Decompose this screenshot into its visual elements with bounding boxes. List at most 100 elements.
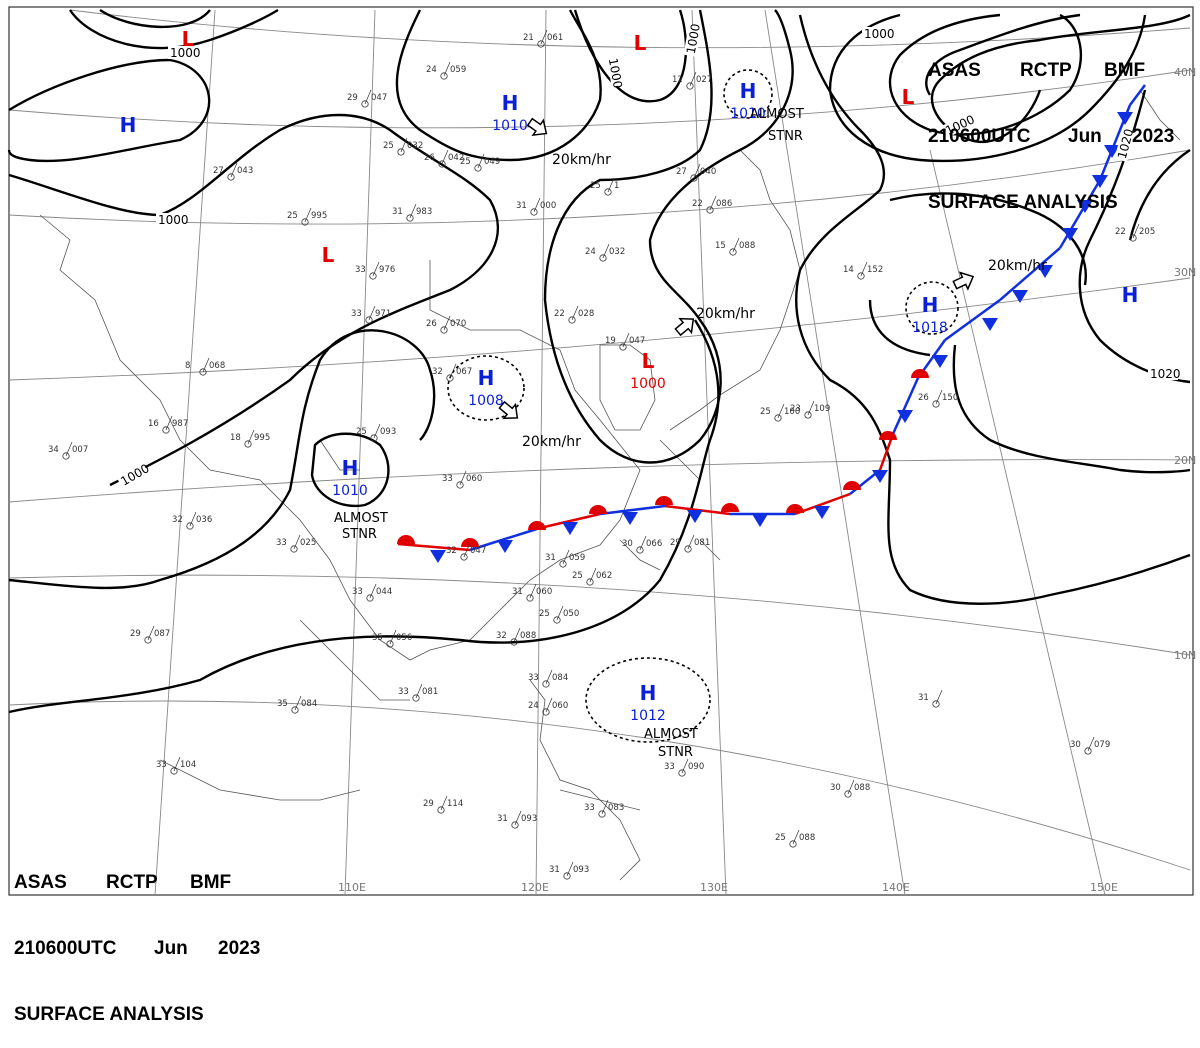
- title-month: Jun: [1068, 126, 1102, 147]
- wind-barb-icon: [415, 683, 423, 699]
- station-temperature: 33: [528, 673, 539, 683]
- station-plot: 26 070: [426, 315, 466, 334]
- station-temperature: 31: [549, 865, 560, 875]
- low-pressure-system: L: [182, 27, 195, 51]
- wind-barb-icon: [533, 197, 541, 213]
- station-circle-icon: [511, 821, 519, 829]
- station-circle-icon: [684, 545, 692, 553]
- station-circle-icon: [397, 148, 405, 156]
- wind-barb-icon: [639, 535, 647, 551]
- station-circle-icon: [563, 872, 571, 880]
- graticule-meridians: [154, 9, 1106, 896]
- station-circle-icon: [291, 706, 299, 714]
- station-pressure: 104: [180, 760, 196, 770]
- station-temperature: 33: [398, 687, 409, 697]
- motion-speed-label: 20km/hr: [522, 434, 581, 450]
- station-temperature: 35: [277, 699, 288, 709]
- station-plot: 24 059: [426, 61, 466, 80]
- high-pressure-symbol: H: [342, 456, 359, 480]
- station-plot: 33 083: [584, 799, 624, 818]
- station-circle-icon: [542, 708, 550, 716]
- isobar: [8, 113, 500, 487]
- station-temperature: 27: [676, 167, 687, 177]
- coastlines: [39, 89, 1181, 881]
- station-circle-icon: [170, 767, 178, 775]
- cold-front-mark: [1104, 145, 1120, 158]
- station-pressure: 100: [784, 407, 800, 417]
- station-circle-icon: [144, 636, 152, 644]
- high-pressure-symbol: H: [640, 681, 657, 705]
- station-plot: 32 088: [496, 627, 536, 646]
- station-circle-icon: [510, 638, 518, 646]
- station-circle-icon: [460, 553, 468, 561]
- station-pressure: 042: [448, 153, 464, 163]
- wind-barb-icon: [1132, 223, 1140, 239]
- station-circle-icon: [932, 400, 940, 408]
- motion-speed-label: 20km/hr: [552, 152, 611, 168]
- station-pressure: 976: [379, 265, 395, 275]
- wind-barb-icon: [935, 389, 943, 405]
- latitude-label: 20N: [1174, 454, 1196, 467]
- low-pressure-symbol: L: [642, 349, 655, 373]
- wind-barb-icon: [687, 534, 695, 550]
- latitude-label: 30N: [1174, 266, 1196, 279]
- station-temperature: 30: [830, 783, 841, 793]
- station-circle-icon: [568, 316, 576, 324]
- wind-barb-icon: [230, 162, 238, 178]
- warm-front-mark: [721, 503, 739, 512]
- station-circle-icon: [686, 82, 694, 90]
- station-pressure: 060: [552, 701, 568, 711]
- high-pressure-system: H 1010: [332, 456, 368, 499]
- motion-vectors: 20km/hr 20km/hr 20km/hr 20km/hr: [498, 117, 1047, 450]
- warm-front-mark: [843, 481, 861, 490]
- motion-arrow-icon: [952, 271, 975, 291]
- station-plot: 33 060: [442, 470, 482, 489]
- motion-vector: 20km/hr: [674, 306, 755, 337]
- station-circle-icon: [440, 72, 448, 80]
- wind-barb-icon: [540, 29, 548, 45]
- station-temperature: 22: [1115, 227, 1126, 237]
- front-segment: [469, 526, 541, 552]
- station-circle-icon: [599, 254, 607, 262]
- wind-barb-icon: [147, 625, 155, 641]
- station-temperature: 33: [351, 309, 362, 319]
- wind-barb-icon: [369, 583, 377, 599]
- wind-barb-icon: [1087, 736, 1095, 752]
- station-circle-icon: [412, 694, 420, 702]
- station-pressure: 007: [72, 445, 88, 455]
- low-pressure-system: L 1000: [630, 349, 666, 392]
- cold-front-mark: [622, 512, 638, 525]
- station-temperature: 22: [554, 309, 565, 319]
- station-pressure: 088: [799, 833, 815, 843]
- isobar-label: 1000: [864, 27, 895, 41]
- station-circle-icon: [290, 545, 298, 553]
- station-circle-icon: [227, 173, 235, 181]
- station-pressure: 043: [237, 166, 253, 176]
- station-pressure: 068: [209, 361, 225, 371]
- station-circle-icon: [706, 206, 714, 214]
- station-temperature: 30: [622, 539, 633, 549]
- station-circle-icon: [386, 640, 394, 648]
- isobar: [573, 9, 688, 103]
- station-temperature: 16: [148, 419, 159, 429]
- wind-barb-icon: [368, 305, 376, 321]
- cold-front-mark: [497, 540, 513, 553]
- warm-front-mark: [655, 496, 673, 505]
- title-time: 210600UTC: [928, 126, 1031, 147]
- station-plot: 25 088: [775, 829, 815, 848]
- station-temperature: 15: [715, 241, 726, 251]
- station-plot: 18 995: [230, 429, 270, 448]
- station-plot: 25 062: [572, 567, 612, 586]
- central-pressure: 1010: [492, 118, 528, 134]
- isobar: [7, 58, 211, 163]
- high-pressure-system: H 1008: [468, 366, 504, 409]
- station-temperature: 18: [230, 433, 241, 443]
- station-circle-icon: [369, 272, 377, 280]
- station-pressure: 086: [716, 199, 732, 209]
- station-circle-icon: [857, 272, 865, 280]
- station-circle-icon: [446, 374, 454, 382]
- station-temperature: 24: [585, 247, 596, 257]
- station-temperature: 29: [347, 93, 358, 103]
- front-segment: [539, 512, 601, 530]
- isobar: [828, 13, 1147, 163]
